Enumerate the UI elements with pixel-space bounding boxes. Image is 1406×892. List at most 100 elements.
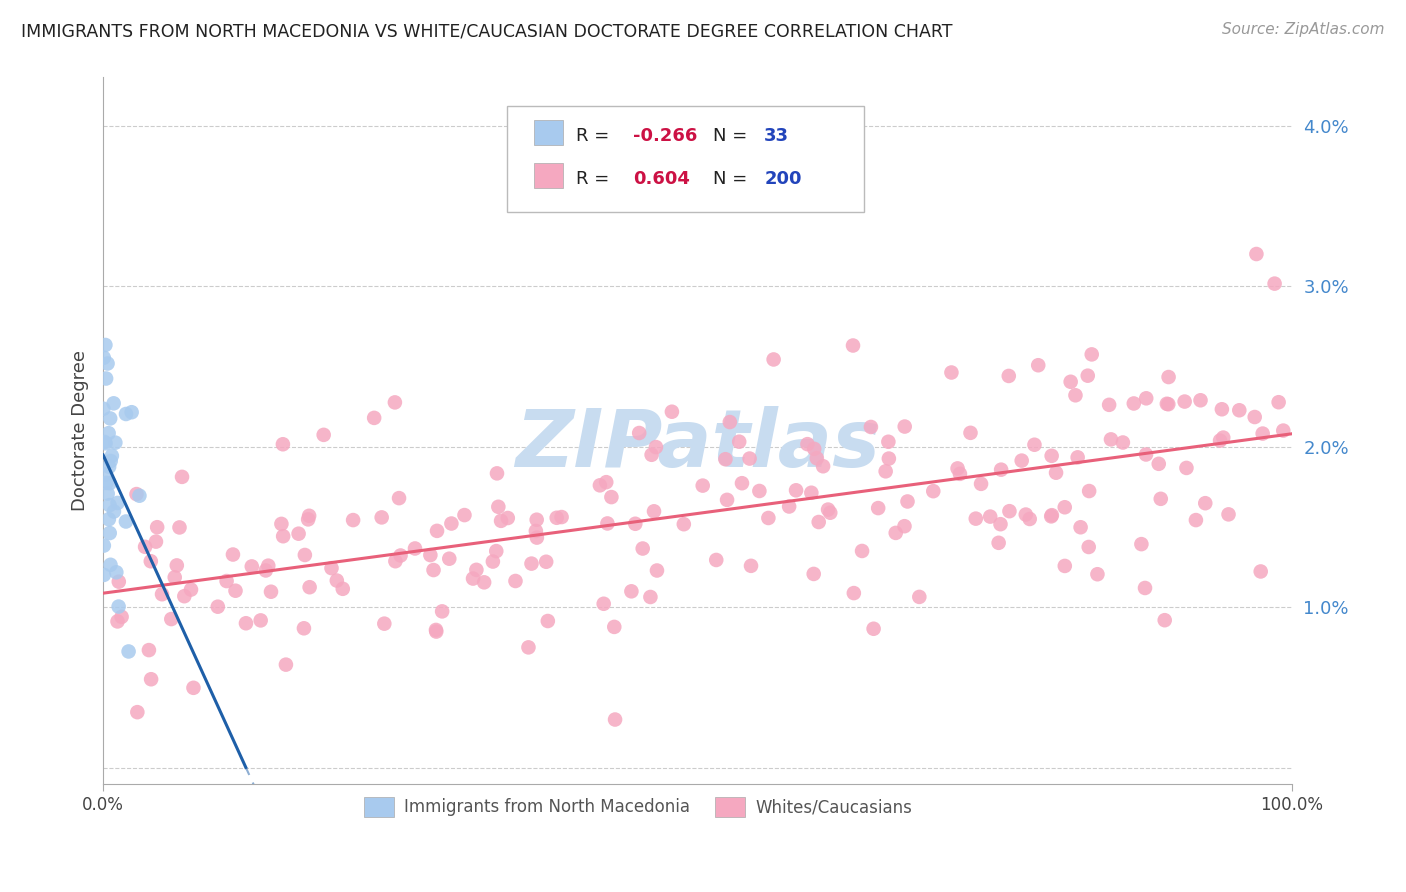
Point bbox=[422, 563, 444, 577]
Point bbox=[426, 524, 449, 538]
Point bbox=[465, 563, 488, 577]
Point bbox=[600, 490, 623, 504]
Point bbox=[517, 640, 540, 655]
Point bbox=[851, 544, 873, 558]
Point bbox=[1040, 449, 1063, 463]
Point bbox=[738, 451, 761, 466]
Point bbox=[107, 599, 129, 614]
Point bbox=[620, 584, 643, 599]
Point bbox=[146, 520, 169, 534]
Point bbox=[959, 425, 981, 440]
Point bbox=[526, 513, 548, 527]
Point bbox=[758, 511, 780, 525]
Point bbox=[1185, 513, 1208, 527]
Point bbox=[270, 516, 292, 531]
Point bbox=[1211, 402, 1233, 417]
Point bbox=[1189, 393, 1212, 408]
Point bbox=[292, 621, 315, 635]
Point bbox=[384, 395, 406, 409]
Point bbox=[800, 485, 823, 500]
Text: 200: 200 bbox=[765, 170, 801, 188]
Point bbox=[235, 616, 257, 631]
Point bbox=[546, 510, 568, 524]
Point bbox=[430, 604, 453, 618]
Point bbox=[624, 516, 647, 531]
Point bbox=[1011, 453, 1033, 467]
Point bbox=[98, 526, 121, 541]
Point bbox=[298, 508, 321, 523]
Text: Source: ZipAtlas.com: Source: ZipAtlas.com bbox=[1222, 22, 1385, 37]
Legend: Immigrants from North Macedonia, Whites/Caucasians: Immigrants from North Macedonia, Whites/… bbox=[356, 789, 921, 825]
Point bbox=[965, 511, 987, 525]
Point bbox=[537, 614, 560, 628]
Point bbox=[254, 564, 277, 578]
Point bbox=[922, 484, 945, 499]
Point bbox=[1227, 403, 1250, 417]
Point bbox=[1112, 435, 1135, 450]
Point bbox=[875, 464, 897, 478]
Point bbox=[1251, 426, 1274, 441]
Point bbox=[128, 489, 150, 503]
Point bbox=[990, 463, 1012, 477]
Point bbox=[298, 580, 321, 594]
Point bbox=[1053, 500, 1076, 515]
Point bbox=[859, 420, 882, 434]
Point bbox=[877, 434, 900, 449]
Point bbox=[384, 554, 406, 568]
FancyBboxPatch shape bbox=[508, 105, 865, 211]
Point bbox=[1157, 370, 1180, 384]
Point bbox=[297, 512, 319, 526]
Point bbox=[728, 434, 751, 449]
Point bbox=[908, 590, 931, 604]
Point bbox=[485, 544, 508, 558]
Point bbox=[1077, 368, 1099, 383]
Point bbox=[862, 622, 884, 636]
Point bbox=[896, 494, 918, 508]
Point bbox=[893, 419, 915, 434]
Point bbox=[1053, 558, 1076, 573]
Point bbox=[170, 470, 193, 484]
Text: R =: R = bbox=[576, 127, 616, 145]
Point bbox=[949, 467, 972, 481]
Point bbox=[762, 352, 785, 367]
Point bbox=[96, 475, 118, 490]
Point bbox=[1122, 396, 1144, 410]
Point bbox=[596, 516, 619, 531]
Point bbox=[115, 407, 138, 421]
Point bbox=[121, 405, 143, 419]
Point bbox=[672, 517, 695, 532]
Point bbox=[370, 510, 392, 524]
Point bbox=[893, 519, 915, 533]
Point bbox=[169, 520, 191, 534]
Point bbox=[550, 510, 572, 524]
Point bbox=[160, 612, 183, 626]
Point bbox=[990, 517, 1012, 532]
Point bbox=[987, 536, 1010, 550]
Point bbox=[257, 558, 280, 573]
Point bbox=[274, 657, 297, 672]
Point bbox=[93, 401, 115, 416]
Point bbox=[603, 620, 626, 634]
Point bbox=[1212, 431, 1234, 445]
Point bbox=[1045, 466, 1067, 480]
Point bbox=[94, 338, 117, 352]
Point bbox=[803, 442, 825, 456]
FancyBboxPatch shape bbox=[533, 120, 564, 145]
Text: 0.604: 0.604 bbox=[633, 170, 690, 188]
Point bbox=[603, 713, 626, 727]
Point bbox=[312, 428, 335, 442]
Point bbox=[127, 705, 149, 719]
Point bbox=[714, 452, 737, 467]
Point bbox=[98, 476, 121, 491]
Point bbox=[645, 440, 668, 454]
Y-axis label: Doctorate Degree: Doctorate Degree bbox=[72, 350, 89, 511]
Point bbox=[526, 531, 548, 545]
Point bbox=[1015, 508, 1038, 522]
Point bbox=[496, 511, 519, 525]
Point bbox=[97, 486, 120, 500]
Point bbox=[489, 514, 512, 528]
Point bbox=[806, 451, 828, 466]
Point bbox=[342, 513, 364, 527]
Point bbox=[505, 574, 527, 588]
Point bbox=[93, 568, 115, 582]
